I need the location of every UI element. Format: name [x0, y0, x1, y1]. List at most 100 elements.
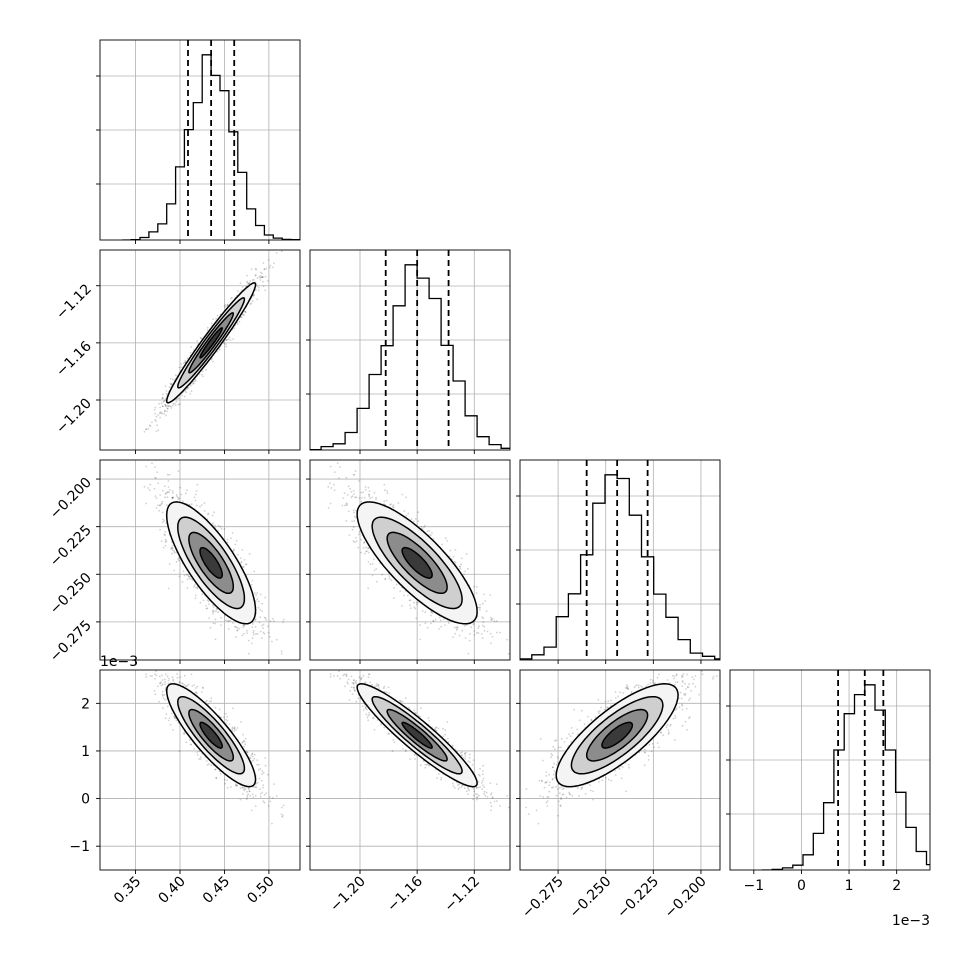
scatter-point	[196, 587, 199, 590]
scatter-point	[172, 549, 174, 552]
scatter-point	[212, 609, 214, 612]
scatter-point	[262, 276, 265, 278]
scatter-point	[251, 623, 254, 625]
scatter-point	[242, 624, 245, 626]
scatter-point	[186, 357, 189, 360]
scatter-point	[165, 492, 167, 494]
scatter-point	[229, 339, 232, 341]
scatter-point	[251, 579, 254, 582]
scatter-point	[476, 586, 478, 588]
scatter-point	[177, 403, 180, 406]
scatter-point	[168, 563, 171, 565]
scatter-point	[240, 560, 243, 563]
scatter-point	[237, 290, 239, 292]
scatter-point	[193, 381, 195, 383]
scatter-point	[188, 577, 191, 580]
scatter-point	[360, 551, 362, 554]
scatter-point	[393, 587, 395, 589]
scatter-point	[259, 275, 262, 277]
scatter-point	[250, 302, 253, 305]
scatter-point	[263, 616, 266, 619]
scatter-point	[244, 285, 247, 288]
scatter-point	[173, 402, 176, 405]
scatter-point	[215, 607, 218, 610]
scatter-point	[168, 489, 171, 491]
scatter-point	[200, 504, 203, 506]
scatter-point	[211, 610, 214, 613]
scatter-point	[173, 551, 176, 554]
scatter-point	[255, 289, 257, 291]
scatter-point	[155, 420, 157, 422]
scatter-point	[236, 629, 239, 632]
scatter-point	[248, 553, 251, 555]
scatter-point	[203, 510, 206, 512]
scatter-point	[260, 637, 263, 639]
scatter-point	[364, 486, 367, 488]
scatter-point	[243, 310, 246, 313]
y-tick-label: −0.250	[47, 570, 95, 618]
scatter-point	[159, 528, 161, 531]
scatter-point	[175, 551, 178, 554]
scatter-point	[164, 534, 166, 537]
scatter-point	[158, 402, 160, 405]
scatter-point	[481, 624, 484, 627]
scatter-point	[220, 528, 223, 530]
scatter-point	[206, 599, 209, 602]
scatter-point	[169, 382, 172, 385]
scatter-point	[166, 410, 168, 413]
scatter-point	[216, 314, 219, 317]
scatter-point	[227, 620, 229, 622]
scatter-point	[438, 628, 440, 630]
scatter-point	[246, 629, 248, 632]
scatter-point	[253, 633, 255, 636]
scatter-point	[369, 497, 371, 500]
scatter-point	[236, 323, 239, 326]
scatter-point	[448, 555, 451, 558]
scatter-point	[160, 503, 163, 506]
scatter-point	[200, 373, 203, 376]
scatter-point	[472, 622, 475, 625]
scatter-point	[242, 565, 245, 568]
scatter-point	[428, 534, 431, 536]
scatter-point	[157, 482, 160, 485]
scatter-point	[163, 520, 166, 522]
scatter-point	[177, 470, 180, 472]
scatter-point	[269, 264, 272, 267]
scatter-point	[367, 486, 370, 489]
scatter-point	[420, 525, 423, 528]
scatter-point	[241, 549, 244, 551]
scatter-point	[227, 620, 230, 623]
scatter-point	[195, 586, 197, 589]
scatter-point	[164, 404, 167, 406]
scatter-point	[239, 282, 242, 284]
scatter-point	[275, 638, 278, 641]
scatter-point	[199, 505, 201, 508]
scatter-point	[281, 245, 283, 247]
scatter-point	[173, 550, 176, 553]
scatter-point	[226, 538, 229, 541]
scatter-point	[267, 631, 270, 634]
scatter-point	[261, 624, 264, 627]
scatter-point	[327, 485, 330, 488]
scatter-point	[264, 617, 267, 620]
scatter-point	[238, 627, 241, 630]
scatter-point	[190, 346, 193, 348]
scatter-point	[205, 605, 207, 607]
scatter-point	[281, 662, 283, 664]
scatter-point	[250, 268, 253, 270]
scatter-point	[243, 624, 245, 626]
scatter-point	[187, 575, 190, 578]
scatter-point	[161, 396, 164, 399]
scatter-point	[255, 268, 257, 271]
scatter-point	[194, 380, 197, 382]
scatter-point	[246, 281, 249, 284]
scatter-point	[351, 495, 354, 497]
scatter-point	[149, 483, 152, 486]
scatter-point	[353, 511, 355, 514]
scatter-point	[384, 489, 386, 492]
scatter-point	[200, 337, 203, 340]
scatter-point	[246, 274, 248, 277]
scatter-point	[205, 369, 207, 371]
scatter-point	[348, 534, 351, 537]
scatter-point	[254, 273, 257, 276]
